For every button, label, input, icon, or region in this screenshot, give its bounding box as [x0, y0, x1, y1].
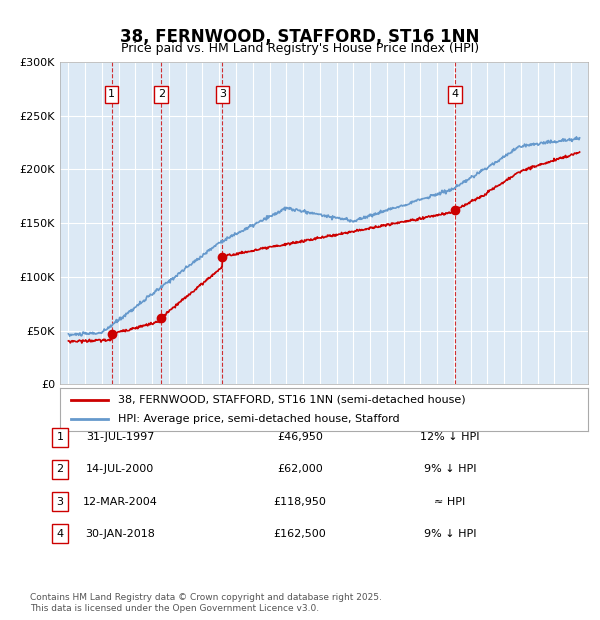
Text: 4: 4	[56, 529, 64, 539]
Text: 12-MAR-2004: 12-MAR-2004	[83, 497, 157, 507]
Text: HPI: Average price, semi-detached house, Stafford: HPI: Average price, semi-detached house,…	[118, 414, 400, 423]
Text: £118,950: £118,950	[274, 497, 326, 507]
Text: 1: 1	[108, 89, 115, 99]
Text: 2: 2	[158, 89, 165, 99]
Text: £46,950: £46,950	[277, 432, 323, 442]
Text: 9% ↓ HPI: 9% ↓ HPI	[424, 464, 476, 474]
Text: £162,500: £162,500	[274, 529, 326, 539]
Text: 38, FERNWOOD, STAFFORD, ST16 1NN: 38, FERNWOOD, STAFFORD, ST16 1NN	[121, 28, 479, 46]
Text: 9% ↓ HPI: 9% ↓ HPI	[424, 529, 476, 539]
Text: 4: 4	[452, 89, 459, 99]
Text: 1: 1	[56, 432, 64, 442]
Text: 3: 3	[219, 89, 226, 99]
Text: 2: 2	[56, 464, 64, 474]
Text: 31-JUL-1997: 31-JUL-1997	[86, 432, 154, 442]
Text: 30-JAN-2018: 30-JAN-2018	[85, 529, 155, 539]
Text: 14-JUL-2000: 14-JUL-2000	[86, 464, 154, 474]
Text: Price paid vs. HM Land Registry's House Price Index (HPI): Price paid vs. HM Land Registry's House …	[121, 42, 479, 55]
Text: ≈ HPI: ≈ HPI	[434, 497, 466, 507]
Text: Contains HM Land Registry data © Crown copyright and database right 2025.
This d: Contains HM Land Registry data © Crown c…	[30, 593, 382, 613]
Text: 38, FERNWOOD, STAFFORD, ST16 1NN (semi-detached house): 38, FERNWOOD, STAFFORD, ST16 1NN (semi-d…	[118, 395, 466, 405]
Text: £62,000: £62,000	[277, 464, 323, 474]
Text: 12% ↓ HPI: 12% ↓ HPI	[420, 432, 480, 442]
Text: 3: 3	[56, 497, 64, 507]
